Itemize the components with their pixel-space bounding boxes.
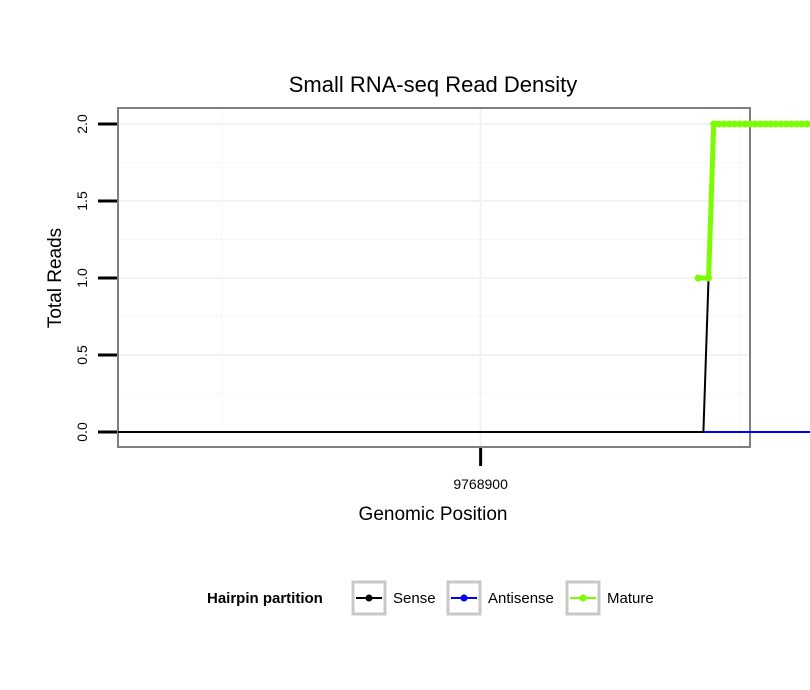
legend-item-antisense[interactable]: Antisense xyxy=(446,580,554,616)
x-tick-label: 9768900 xyxy=(453,476,508,492)
series-point-mature xyxy=(793,120,801,128)
y-axis-title: Total Reads xyxy=(45,228,66,328)
series-point-mature xyxy=(777,120,785,128)
legend-item-sense[interactable]: Sense xyxy=(351,580,436,616)
series-point-mature xyxy=(730,120,738,128)
series-point-mature xyxy=(725,120,733,128)
series-point-mature xyxy=(767,120,775,128)
y-tick-label: 0.5 xyxy=(74,345,90,365)
legend-label-mature: Mature xyxy=(607,590,654,607)
series-point-mature xyxy=(720,120,728,128)
legend-title: Hairpin partition xyxy=(207,590,323,607)
series-point-mature xyxy=(736,120,744,128)
series-point-mature xyxy=(715,120,723,128)
legend-dot-antisense xyxy=(460,594,468,602)
series-point-mature xyxy=(746,120,754,128)
series-point-mature xyxy=(762,120,770,128)
legend: Hairpin partition Sense Antisense Mature xyxy=(207,580,654,616)
series-point-mature xyxy=(705,274,713,282)
legend-dot-sense xyxy=(365,594,373,602)
series-point-mature xyxy=(787,120,795,128)
series-point-mature xyxy=(694,274,702,282)
y-axis: 0.0 0.5 1.0 1.5 2.0 xyxy=(74,114,117,442)
y-tick-label: 1.5 xyxy=(74,191,90,211)
legend-label-sense: Sense xyxy=(393,590,436,607)
legend-label-antisense: Antisense xyxy=(488,590,554,607)
chart-title: Small RNA-seq Read Density xyxy=(289,72,578,97)
data-series xyxy=(118,120,810,433)
series-point-mature xyxy=(798,120,806,128)
series-point-mature xyxy=(751,120,759,128)
legend-item-mature[interactable]: Mature xyxy=(565,580,654,616)
series-point-mature xyxy=(710,120,718,128)
legend-dot-mature xyxy=(579,594,587,602)
series-point-mature xyxy=(741,120,749,128)
series-point-mature xyxy=(772,120,780,128)
y-tick-label: 0.0 xyxy=(74,422,90,442)
y-tick-label: 1.0 xyxy=(74,268,90,288)
y-tick-label: 2.0 xyxy=(74,114,90,134)
series-point-mature xyxy=(756,120,764,128)
series-point-mature xyxy=(782,120,790,128)
series-point-mature xyxy=(803,120,810,128)
x-axis-title: Genomic Position xyxy=(359,504,508,525)
x-axis: 97689009768800 xyxy=(453,448,508,492)
